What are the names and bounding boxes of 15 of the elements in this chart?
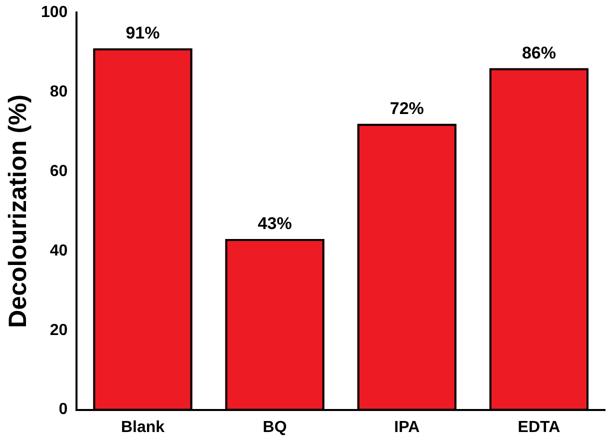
data-label: 86% [522,43,556,62]
data-label: 91% [126,24,160,43]
data-label: 72% [390,99,424,118]
y-tick-label: 80 [50,83,68,100]
y-tick-label: 100 [40,4,68,22]
x-tick-label: BQ [262,418,287,436]
x-tick-label: EDTA [518,418,561,436]
y-tick-label: 0 [58,401,68,418]
x-tick-label: IPA [394,418,420,436]
y-axis-title: Decolourization (%) [4,94,32,328]
y-tick-label: 20 [50,322,68,339]
y-tick-label: 40 [50,242,68,260]
x-tick-label: Blank [120,418,165,436]
data-label: 43% [258,214,292,234]
y-tick-label: 60 [50,162,68,180]
